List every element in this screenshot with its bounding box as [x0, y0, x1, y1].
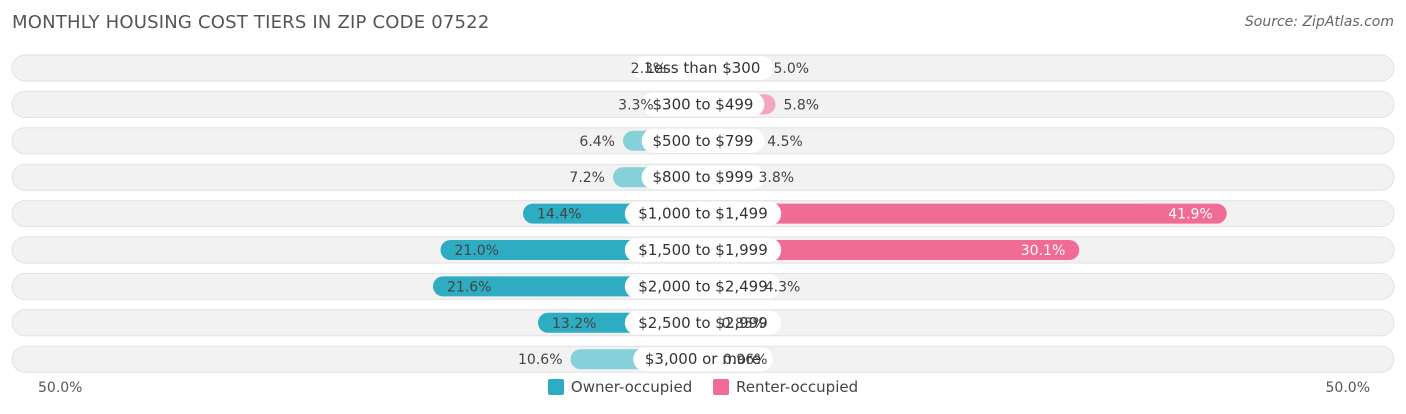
category-pill — [624, 238, 782, 262]
category-pill — [633, 56, 773, 80]
owner-value-label: 13.2% — [552, 316, 596, 332]
owner-value-label: 7.2% — [569, 170, 605, 186]
renter-bar — [703, 203, 1227, 224]
chart-title: MONTHLY HOUSING COST TIERS IN ZIP CODE 0… — [12, 12, 490, 33]
renter-value-label: 0.85% — [722, 316, 766, 332]
owner-value-label: 10.6% — [518, 352, 562, 368]
legend-item-owner: Owner-occupied — [547, 378, 693, 396]
category-label: $1,000 to $1,499 — [638, 205, 768, 223]
axis-left-label: 50.0% — [38, 380, 83, 396]
renter-value-label: 30.1% — [1021, 243, 1065, 259]
category-label: $2,500 to $2,999 — [638, 314, 768, 332]
category-label: $1,500 to $1,999 — [638, 241, 768, 259]
renter-value-label: 4.5% — [767, 134, 803, 150]
category-label: $300 to $499 — [653, 95, 754, 113]
renter-value-label: 5.8% — [784, 97, 820, 113]
category-pill — [624, 274, 782, 299]
legend-swatch-renter — [713, 379, 729, 395]
legend: Owner-occupied Renter-occupied — [0, 378, 1406, 400]
renter-bar — [703, 240, 1080, 260]
owner-value-label: 3.3% — [618, 97, 654, 113]
category-label: $500 to $799 — [653, 132, 754, 150]
source-note: Source: ZipAtlas.com — [1244, 14, 1394, 30]
category-label: $2,000 to $2,499 — [638, 277, 768, 295]
axis-right-label: 50.0% — [1325, 380, 1370, 396]
renter-value-label: 4.3% — [765, 279, 801, 295]
owner-value-label: 14.4% — [537, 207, 581, 223]
owner-value-label: 21.0% — [455, 243, 499, 259]
owner-value-label: 2.3% — [631, 61, 667, 77]
category-pill — [641, 92, 765, 117]
category-pill — [641, 165, 765, 190]
category-label: $3,000 or more — [645, 350, 761, 368]
category-label: $800 to $999 — [653, 168, 754, 186]
category-label: Less than $300 — [646, 59, 761, 77]
renter-value-label: 5.0% — [774, 61, 810, 77]
legend-swatch-owner — [547, 379, 564, 395]
renter-value-label: 3.8% — [759, 170, 795, 186]
category-pill — [624, 310, 782, 335]
legend-label-owner: Owner-occupied — [570, 378, 693, 396]
category-pill — [633, 347, 773, 372]
category-pill — [624, 201, 782, 226]
renter-value-label: 41.9% — [1168, 207, 1212, 223]
renter-value-label: 0.96% — [723, 352, 767, 368]
owner-value-label: 21.6% — [447, 279, 491, 295]
owner-value-label: 6.4% — [579, 134, 615, 150]
legend-item-renter: Renter-occupied — [713, 378, 858, 396]
category-pill — [641, 128, 765, 153]
legend-label-renter: Renter-occupied — [736, 378, 859, 396]
